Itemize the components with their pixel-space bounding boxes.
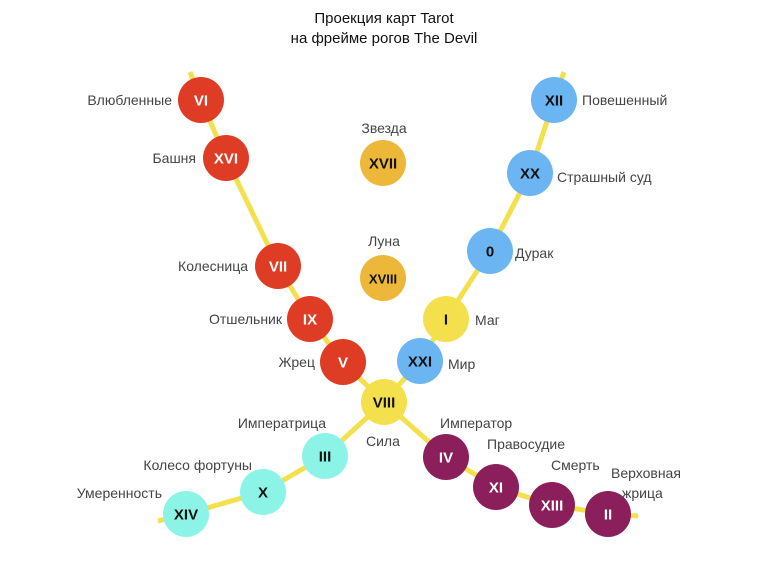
card-numeral-iii: III [319,449,332,466]
card-numeral-xxi: XXI [408,354,432,371]
card-numeral-vii: VII [269,259,287,276]
card-numeral-xii: XII [545,93,563,110]
card-circle-xi [473,464,519,510]
card-numeral-i: I [444,312,448,329]
card-numeral-xvi: XVI [214,151,238,168]
card-numeral-ii: II [604,507,612,524]
card-label-viii: Сила [366,433,400,449]
title-line-1: Проекция карт Tarot [314,10,454,27]
card-nodes: VIXVIVIIIXVXIIXX0XXIIVIIIXVIIXVIIIIIIXXI… [163,77,631,537]
card-label-vi: Влюбленные [87,92,172,108]
card-numeral-vi: VI [194,93,208,110]
card-node-vi: VI [178,77,224,123]
card-label-xiv: Умеренность [77,485,162,501]
card-circle-v [320,339,366,385]
card-label-ii: Верховная жрица [611,465,681,501]
card-label-xi: Правосудие [487,436,565,452]
card-node-xviii: XVIII [360,255,406,301]
card-label-ix: Отшельник [209,311,283,327]
card-numeral-xviii: XVIII [369,272,397,287]
card-label-xx: Страшный суд [557,169,652,185]
card-node-viii: VIII [361,379,407,425]
card-node-v: V [320,339,366,385]
card-circle-ix [287,296,333,342]
card-numeral-zero: 0 [486,244,494,261]
card-node-xx: XX [507,150,553,196]
card-numeral-xvii: XVII [369,156,397,173]
card-numeral-x: X [258,485,268,502]
card-label-vii: Колесница [178,258,248,274]
card-circle-viii [361,379,407,425]
card-numeral-iv: IV [439,450,453,467]
card-circle-vi [178,77,224,123]
card-node-i: I [423,296,469,342]
card-node-zero: 0 [467,228,513,274]
card-circle-iii [302,433,348,479]
title-line-2: на фрейме рогов The Devil [290,30,478,47]
card-circle-xvi [203,135,249,181]
card-label-xvii: Звезда [361,120,406,136]
card-circle-ii [585,491,631,537]
card-label-xviii: Луна [368,233,400,249]
card-circle-x [240,469,286,515]
card-circle-iv [423,434,469,480]
card-node-xi: XI [473,464,519,510]
card-label-zero: Дурак [515,245,554,261]
card-label-iv: Император [440,415,512,431]
card-node-x: X [240,469,286,515]
card-node-iv: IV [423,434,469,480]
card-node-ix: IX [287,296,333,342]
card-node-xiii: XIII [529,482,575,528]
card-circle-vii [255,243,301,289]
card-node-xvi: XVI [203,135,249,181]
card-label-x: Колесо фортуны [143,457,252,473]
card-circle-xiv [163,491,209,537]
card-circle-xii [531,77,577,123]
card-label-v: Жрец [278,354,315,370]
card-circle-xviii [360,255,406,301]
card-node-iii: III [302,433,348,479]
card-circle-zero [467,228,513,274]
card-node-ii: II [585,491,631,537]
card-circle-xiii [529,482,575,528]
card-circle-xxi [397,338,443,384]
card-circle-xx [507,150,553,196]
card-numeral-xi: XI [489,480,503,497]
card-numeral-ix: IX [303,312,317,329]
card-label-xiii: Смерть [551,457,600,473]
card-circle-xvii [360,140,406,186]
card-label-iii: Императрица [238,415,326,431]
card-node-vii: VII [255,243,301,289]
card-circle-i [423,296,469,342]
card-numeral-v: V [338,355,348,372]
card-numeral-xx: XX [520,166,540,183]
card-label-xii: Повешенный [582,92,667,108]
card-numeral-xiii: XIII [541,498,564,515]
card-node-xii: XII [531,77,577,123]
card-node-xiv: XIV [163,491,209,537]
card-label-i: Маг [475,312,500,328]
diagram-title: Проекция карт Tarot на фрейме рогов The … [0,9,768,49]
card-numeral-viii: VIII [373,395,396,412]
card-label-xvi: Башня [152,150,196,166]
card-labels: Влюбленные Башня Колесница Отшельник Жрец Пов… [77,92,681,501]
card-label-xxi: Мир [448,356,475,372]
card-numeral-xiv: XIV [174,507,198,524]
card-node-xvii: XVII [360,140,406,186]
card-node-xxi: XXI [397,338,443,384]
